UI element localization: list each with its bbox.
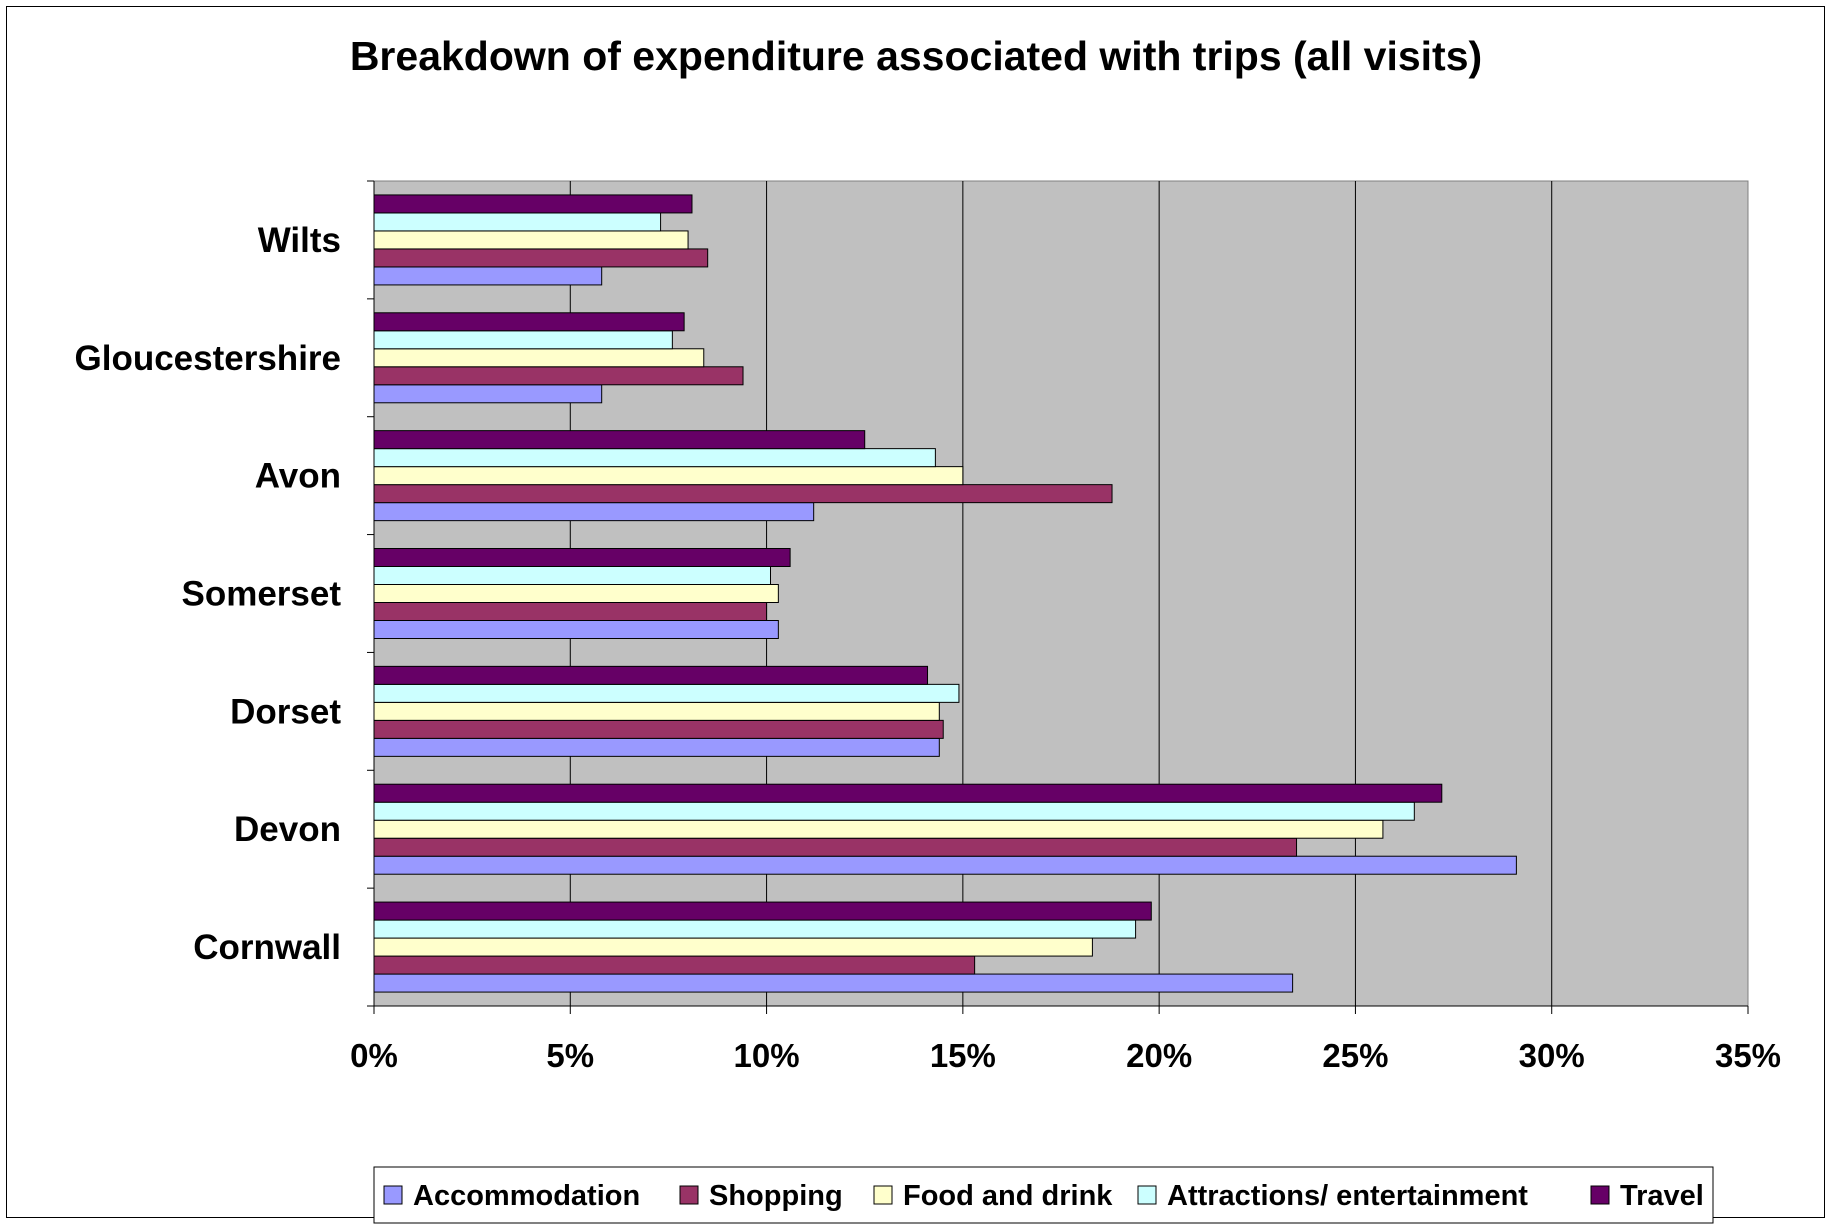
bar	[373, 430, 866, 450]
bar	[373, 819, 1384, 839]
bar	[373, 665, 929, 685]
category-label: Avon	[255, 457, 341, 496]
legend-swatch	[679, 1185, 699, 1205]
bar	[373, 737, 940, 757]
bar	[373, 548, 791, 567]
legend-label: Accommodation	[413, 1180, 640, 1212]
x-tick-label: 30%	[1519, 1037, 1585, 1074]
bar	[373, 502, 815, 522]
legend-box	[373, 1166, 1714, 1224]
bar	[373, 719, 944, 739]
legend-label: Travel	[1620, 1180, 1704, 1212]
category-label: Devon	[234, 810, 341, 849]
bar	[373, 566, 771, 585]
bar	[373, 448, 936, 468]
legend-label: Attractions/ entertainment	[1167, 1180, 1528, 1212]
bar	[373, 384, 603, 404]
bar	[373, 484, 1113, 504]
category-label: Somerset	[181, 575, 341, 614]
legend-swatch	[1590, 1185, 1610, 1205]
legend-swatch	[383, 1185, 403, 1205]
bar	[373, 901, 1152, 921]
bar	[373, 230, 689, 250]
legend-label: Food and drink	[903, 1180, 1113, 1212]
bar	[373, 919, 1137, 939]
bar	[373, 330, 673, 350]
bar	[373, 212, 662, 232]
x-tick-label: 5%	[546, 1037, 594, 1074]
legend-swatch	[1137, 1185, 1157, 1205]
category-label: Gloucestershire	[75, 339, 342, 378]
x-tick-label: 15%	[930, 1037, 996, 1074]
bar	[373, 783, 1443, 803]
bar	[373, 348, 705, 368]
bar	[373, 312, 685, 332]
bar	[373, 366, 744, 386]
bar	[373, 602, 768, 621]
chart-title: Breakdown of expenditure associated with…	[350, 33, 1482, 79]
category-label: Wilts	[258, 221, 341, 260]
legend: Accommodation Shopping Food and drink Attra…	[373, 1166, 1714, 1224]
bar	[373, 194, 693, 214]
bar	[373, 801, 1415, 821]
bar	[373, 837, 1298, 857]
bar	[373, 620, 779, 639]
x-tick-label: 35%	[1715, 1037, 1781, 1074]
bars	[373, 194, 1517, 993]
x-tick-label: 0%	[350, 1037, 398, 1074]
bar	[373, 701, 940, 721]
x-tick-label: 25%	[1322, 1037, 1388, 1074]
x-tick-label: 20%	[1126, 1037, 1192, 1074]
bar	[373, 266, 603, 286]
legend-swatch	[873, 1185, 893, 1205]
category-label: Cornwall	[193, 928, 341, 967]
bar	[373, 937, 1093, 957]
bar	[373, 973, 1294, 993]
bar	[373, 584, 779, 603]
axes: 0% 5% 10% 15% 20% 25% 30% 35% Cornwall Devon Dorse…	[75, 180, 1781, 1074]
bar	[373, 683, 960, 703]
bar	[373, 248, 709, 268]
bar	[373, 855, 1517, 875]
category-label: Dorset	[230, 692, 341, 731]
bar	[373, 955, 976, 975]
legend-label: Shopping	[709, 1180, 843, 1212]
x-tick-label: 10%	[734, 1037, 800, 1074]
bar	[373, 466, 964, 486]
